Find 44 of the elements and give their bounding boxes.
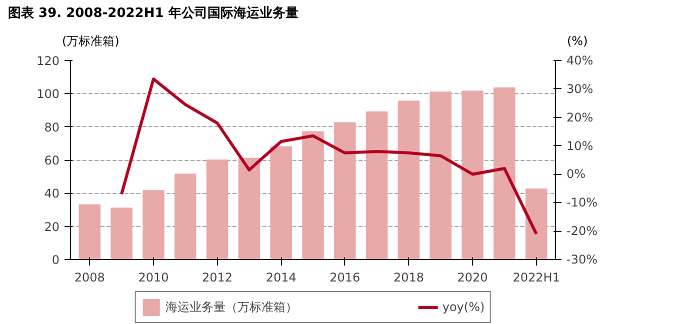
bar: [270, 146, 292, 260]
bar: [494, 87, 516, 260]
bar: [78, 204, 101, 260]
chart-title: 图表 39. 2008-2022H1 年公司国际海运业务量: [8, 5, 298, 23]
bar: [302, 131, 324, 260]
x-tick-label: 2010: [138, 270, 169, 284]
bar: [462, 90, 484, 260]
bar: [174, 174, 196, 260]
y2-tick-label: 20%: [566, 110, 594, 124]
bar: [398, 100, 420, 260]
bar: [366, 111, 388, 260]
x-tick-label: 2012: [202, 270, 233, 284]
y-tick-label: 60: [44, 154, 60, 168]
bar: [334, 122, 356, 260]
bar: [142, 190, 164, 260]
y2-axis-title: (%): [567, 33, 588, 50]
y-tick-label: 40: [44, 186, 60, 201]
y-tick-label: 80: [44, 120, 60, 134]
y2-tick-label: -10%: [566, 196, 598, 210]
bar: [110, 208, 132, 260]
y-tick-label: 100: [36, 87, 60, 102]
x-tick-label: 2008: [74, 270, 105, 284]
y2-tick-label: -30%: [566, 252, 598, 266]
x-tick-label: 2022H1: [512, 270, 560, 284]
bar: [206, 160, 228, 260]
bar: [430, 92, 452, 260]
y-axis-title: (万标准箱): [62, 33, 120, 50]
y2-tick-label: 30%: [566, 82, 594, 96]
legend-label: 海运业务量（万标准箱）: [165, 298, 298, 316]
y2-tick-label: 40%: [566, 54, 594, 68]
bar: [525, 188, 548, 260]
bar: [238, 158, 260, 260]
y2-tick-label: 0%: [566, 167, 586, 182]
y-tick-label: 120: [36, 54, 60, 68]
line-series: [120, 77, 538, 236]
legend-label: yoy(%): [442, 300, 485, 314]
y-tick-label: 20: [44, 220, 60, 234]
x-tick-label: 2014: [266, 270, 296, 284]
y2-tick-label: 10%: [566, 138, 594, 153]
x-tick-label: 2020: [457, 270, 488, 284]
x-tick-label: 2016: [330, 270, 360, 284]
y-tick-label: 0: [52, 253, 60, 267]
y2-tick-label: -20%: [566, 224, 598, 238]
x-tick-label: 2018: [393, 270, 424, 284]
